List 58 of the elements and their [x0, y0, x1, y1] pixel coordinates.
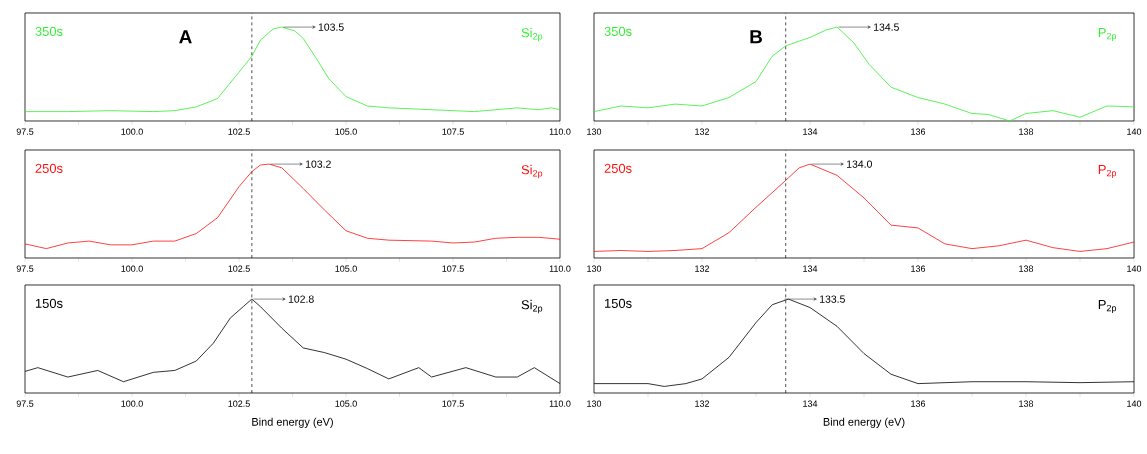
x-tick-label: 138	[1019, 400, 1034, 407]
x-axis-title: Bind energy (eV)	[252, 417, 333, 428]
annotation: 103.5	[318, 23, 344, 31]
x-tick-label: 130	[587, 400, 602, 407]
x-tick-label: 107.5	[442, 265, 464, 272]
chart-title: 150s	[35, 298, 63, 308]
x-tick-label: 97.5	[16, 400, 34, 407]
x-tick-label: 107.5	[442, 128, 464, 135]
x-tick-label: 140	[1127, 400, 1142, 407]
x-tick-label: 134	[803, 265, 818, 272]
text: Si$_{2p}$	[521, 299, 543, 314]
annotation: 133.5	[820, 295, 845, 303]
chart-title: 250s	[35, 163, 63, 173]
x-tick-label: 136	[911, 400, 926, 407]
annotation: 134.5	[874, 23, 899, 31]
text: P$_{2p}$	[1098, 28, 1117, 42]
x-tick-label: 130	[587, 128, 602, 135]
x-tick-label: 138	[1019, 128, 1034, 135]
text: P$_{2p}$	[1098, 300, 1117, 314]
x-tick-label: 100.0	[121, 128, 143, 135]
annotation: 134.0	[847, 160, 872, 168]
chart-title: 150s	[604, 298, 632, 308]
x-tick-label: 97.5	[16, 128, 34, 135]
text: P$_{2p}$	[1098, 165, 1117, 179]
x-tick-label: 110.0	[549, 128, 571, 135]
x-tick-label: 134	[803, 400, 818, 407]
text: Si$_{2p}$	[521, 164, 543, 179]
annotation: 103.2	[305, 160, 331, 168]
x-tick-label: 105.0	[335, 128, 357, 135]
chart-title: 350s	[604, 26, 632, 36]
x-tick-label: 107.5	[442, 400, 464, 407]
annotation: B	[750, 30, 762, 44]
x-axis-title: Bind energy (eV)	[823, 417, 905, 428]
x-tick-label: 132	[695, 265, 710, 272]
x-tick-label: 102.5	[228, 400, 250, 407]
x-tick-label: 105.0	[335, 265, 357, 272]
x-tick-label: 132	[695, 128, 710, 135]
x-tick-label: 97.5	[16, 265, 34, 272]
x-tick-label: 100.0	[121, 265, 143, 272]
x-tick-label: 138	[1019, 265, 1034, 272]
x-tick-label: 110.0	[549, 400, 571, 407]
annotation: 102.8	[288, 295, 314, 303]
x-tick-label: 134	[803, 128, 818, 135]
x-tick-label: 140	[1127, 265, 1142, 272]
x-tick-label: 136	[911, 128, 926, 135]
x-tick-label: 130	[587, 265, 602, 272]
x-tick-label: 102.5	[228, 128, 250, 135]
text: Si$_{2p}$	[521, 27, 543, 42]
chart-title: 250s	[604, 163, 632, 173]
x-tick-label: 110.0	[549, 265, 571, 272]
x-tick-label: 140	[1127, 128, 1142, 135]
x-tick-label: 100.0	[121, 400, 143, 407]
x-tick-label: 102.5	[228, 265, 250, 272]
x-tick-label: 132	[695, 400, 710, 407]
x-tick-label: 105.0	[335, 400, 357, 407]
annotation: A	[179, 30, 192, 44]
x-tick-label: 136	[911, 265, 926, 272]
chart-title: 350s	[35, 26, 63, 36]
